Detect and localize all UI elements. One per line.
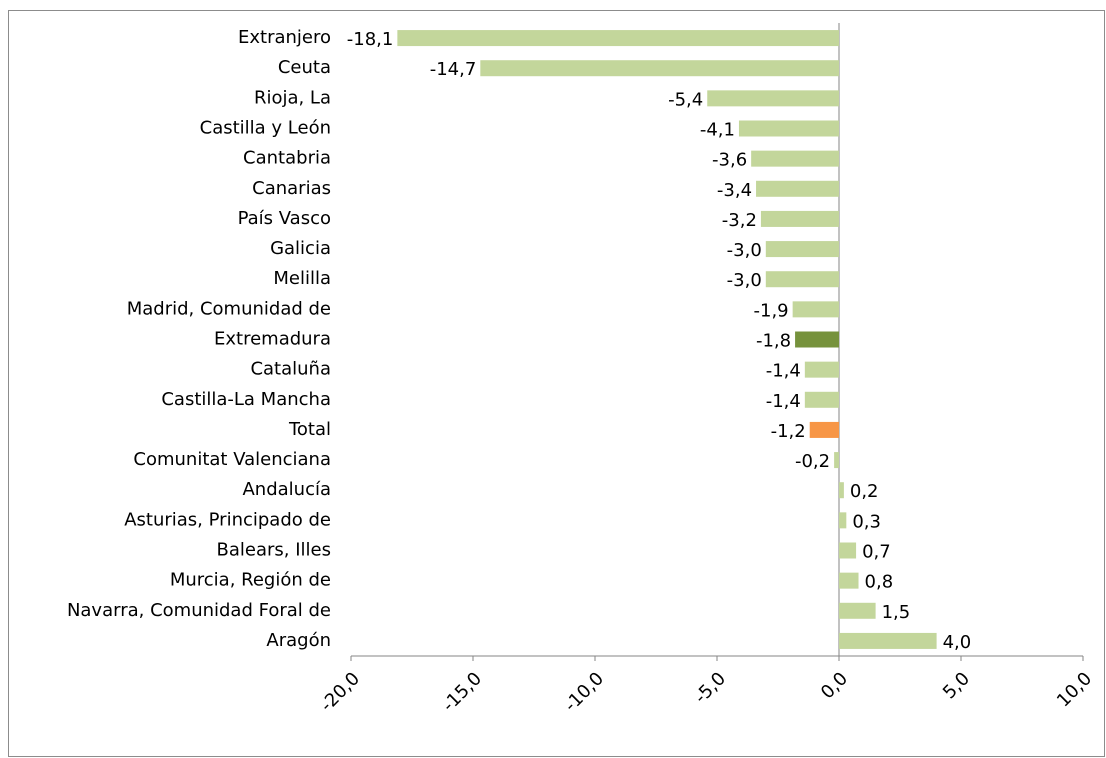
y-tick-label: Ceuta <box>278 57 331 78</box>
chart-border <box>8 10 1105 757</box>
bar <box>795 331 839 348</box>
bar <box>839 512 847 529</box>
y-tick-label: Extranjero <box>238 27 331 48</box>
bar <box>751 150 839 167</box>
y-tick-label: Balears, Illes <box>217 540 331 561</box>
bar <box>765 271 839 288</box>
x-tick-label: 5,0 <box>939 668 974 703</box>
value-label: 1,5 <box>882 602 911 623</box>
value-label: -0,2 <box>795 451 830 472</box>
value-label: -18,1 <box>347 29 394 50</box>
bar <box>804 391 839 408</box>
bar <box>839 632 937 649</box>
y-tick-label: Melilla <box>273 268 331 289</box>
bar <box>756 180 839 197</box>
x-tick-label: -15,0 <box>438 668 486 716</box>
bar <box>809 421 839 438</box>
y-tick-label: País Vasco <box>238 208 331 229</box>
value-label: -3,0 <box>727 270 762 291</box>
y-tick-label: Extremadura <box>214 329 331 350</box>
value-label: -3,6 <box>712 150 747 171</box>
value-label: -3,0 <box>727 240 762 261</box>
x-tick-label: -20,0 <box>316 668 364 716</box>
y-tick-label: Canarias <box>252 178 331 199</box>
y-tick-label: Castilla-La Mancha <box>161 389 331 410</box>
value-label: 0,3 <box>852 511 881 532</box>
value-label: -3,2 <box>722 210 757 231</box>
y-tick-label: Cantabria <box>243 148 331 169</box>
y-tick-label: Andalucía <box>242 479 331 500</box>
value-label: -5,4 <box>668 89 703 110</box>
value-label: -1,4 <box>766 361 801 382</box>
y-tick-label: Cataluña <box>250 359 331 380</box>
bar <box>707 90 839 107</box>
value-label: 4,0 <box>943 632 972 653</box>
value-label: -1,2 <box>771 421 806 442</box>
bar <box>480 60 839 77</box>
value-label: -3,4 <box>717 180 752 201</box>
value-label: -1,8 <box>756 331 791 352</box>
bar <box>839 572 859 589</box>
bar <box>839 542 857 559</box>
y-tick-label: Galicia <box>270 238 331 259</box>
value-label: -14,7 <box>430 59 477 80</box>
bar <box>834 452 839 469</box>
value-label: -4,1 <box>700 120 735 141</box>
y-tick-label: Rioja, La <box>254 87 331 108</box>
bar <box>804 361 839 378</box>
y-tick-label: Total <box>288 419 331 440</box>
value-label: 0,7 <box>862 542 891 563</box>
y-tick-label: Aragón <box>266 630 331 651</box>
y-tick-label: Castilla y León <box>200 118 331 139</box>
value-label: -1,9 <box>754 300 789 321</box>
value-label: 0,8 <box>865 572 894 593</box>
bar <box>397 30 839 47</box>
x-tick-label: -5,0 <box>690 668 730 708</box>
y-tick-label: Comunitat Valenciana <box>133 449 331 470</box>
bar <box>839 602 876 619</box>
bar <box>765 241 839 258</box>
y-tick-label: Navarra, Comunidad Foral de <box>67 600 331 621</box>
bar <box>792 301 839 318</box>
x-tick-label: -10,0 <box>560 668 608 716</box>
x-tick-label: 0,0 <box>817 668 852 703</box>
y-tick-label: Madrid, Comunidad de <box>127 298 331 319</box>
value-label: -1,4 <box>766 391 801 412</box>
bar <box>760 210 839 227</box>
y-tick-label: Asturias, Principado de <box>124 509 331 530</box>
bar <box>839 482 844 499</box>
x-tick-label: 10,0 <box>1053 668 1096 711</box>
y-tick-label: Murcia, Región de <box>170 570 331 591</box>
bar <box>738 120 839 137</box>
value-label: 0,2 <box>850 481 879 502</box>
